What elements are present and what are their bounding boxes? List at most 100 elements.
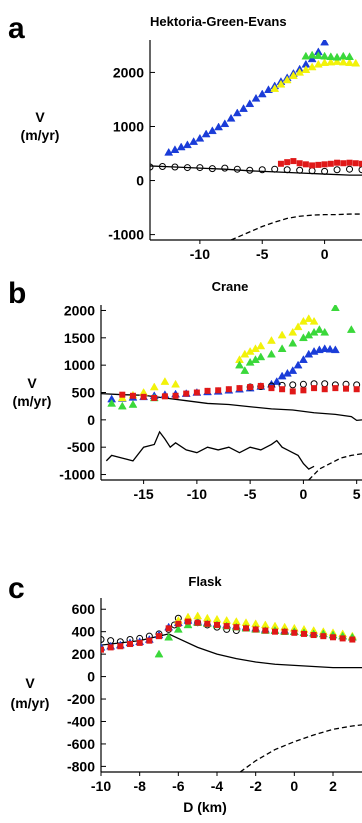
panel-b-ytick-label: 1500 [64,330,95,346]
panel-b-blue-point [298,355,308,363]
panel-b-red-point [268,385,275,392]
panel-b-red-point [225,386,232,393]
panel-b-yellow-point [149,382,159,391]
panel-c-red-point [136,639,143,646]
panel-b-red-point [129,392,136,399]
panel-b-green-point [277,344,287,352]
panel-a-black-point [150,163,154,171]
panel-b-green-point [240,366,250,374]
panel-b-blue-point [330,345,340,354]
panel-b-red-point [332,385,339,392]
panel-b-xtick-label: -10 [187,486,207,502]
panel-a-yellow-point [276,79,286,88]
panel-a-blue-point [164,147,174,156]
panel-a-blue-point [232,108,242,117]
panel-c-ylabel-v: V [25,675,35,691]
panel-a-yellow-point [351,58,361,67]
panel-b-red-point [247,384,254,391]
panel-b-plot-area [101,305,362,480]
panel-c-xtick-label: -4 [211,778,224,794]
panel-b-green-point [256,352,266,361]
panel-letter-b: b [8,277,26,310]
panel-b-red-point [161,393,168,400]
panel-a-xtick-label: -5 [256,246,269,262]
panel-a-red-point [359,160,362,167]
panel-b-green-point [117,401,127,410]
panel-b-ytick-label: 2000 [64,302,95,318]
panel-a-blue-point [264,85,273,93]
panel-a-blue-point [182,140,192,149]
panel-c-line-dashed-1 [239,724,362,772]
panel-a-black-point [358,166,362,174]
panel-c-ytick-label: 0 [87,669,95,685]
panel-a-black-point [208,165,216,173]
panel-b-plot: -1000 -500 0 500 1000 1500 2000 -15 -10 -5 0 5 [59,302,362,502]
panel-b-red-point [193,389,200,396]
panel-a-blue-point [214,122,224,131]
x-axis-label: D (km) [183,799,227,815]
panel-a-blue-point [195,133,205,142]
panel-a-ylabel-v: V [35,109,45,125]
panel-c-ytick-label: 400 [72,624,96,640]
panel-a-ytick-label: -1000 [108,227,144,243]
panel-a-yellow-point [288,71,298,79]
panel-a-red-point [284,159,291,166]
panel-c-ytick-label: 200 [72,646,96,662]
panel-b-xtick-label: 5 [353,486,361,502]
panel-b-red-point [279,386,286,393]
panel-a-ytick-label: 0 [136,173,144,189]
panel-b-line-dashed-2 [308,453,362,480]
panel-a-red-point [340,160,347,167]
panel-a-blue-point [226,113,236,122]
panel-a-green-point [326,52,336,61]
panel-a-yellow-point [332,57,342,65]
panel-a-black-point [271,165,279,173]
panel-a-red-point [309,162,316,169]
panel-a-xtick-label: 0 [321,246,329,262]
panel-a-blue-point [307,54,317,63]
panel-b-blue-point [320,344,330,352]
panel-c-green-point [164,632,174,641]
panel-a-blue-point [189,137,199,145]
panel-b-green-point [107,398,117,407]
panel-a-green-point [338,51,348,60]
panel-c-title: Flask [188,574,222,589]
panel-c-red-point [349,636,356,643]
panel-c-red-point [301,630,307,637]
panel-a-black-point [333,166,341,174]
panel-b-green-point [288,338,298,347]
panel-a-blue-point [220,119,230,128]
panel-a-black-point [246,166,254,174]
panel-a-black-point [321,167,329,175]
panel-b-red-point [321,386,328,393]
panel-b-black-point [321,380,329,388]
panel-b-xtick-label: -5 [244,486,257,502]
panel-b-ytick-label: 1000 [64,357,95,373]
panel-c-red-point [233,624,240,631]
panel-c-red-point [127,641,133,648]
panel-c-xtick-label: -2 [249,778,262,794]
panel-a-ytick-label: 1000 [113,118,144,134]
panel-a-yellow-point [307,62,317,71]
panel-b-yellow-point [277,330,287,339]
panel-b-green-point [314,325,324,333]
panel-b-xtick-label: -15 [133,486,153,502]
panel-a-yellow-point [270,84,280,92]
panel-b-yellow-point [293,322,303,331]
panel-c-green-point [154,649,164,658]
panel-a-red-point [346,159,353,166]
panel-a-line-solid-0 [150,165,362,176]
panel-b-blue-point [293,360,303,369]
panel-a-black-point [171,163,179,171]
panel-a-black-point [183,164,191,172]
panel-a-plot: -1000 0 1000 2000 -10 -5 0 [108,40,362,262]
panel-a-black-point [346,165,354,173]
panel-a-blue-point [251,93,261,102]
panel-b-blue-point [325,344,335,353]
panel-b-red-point [236,385,243,392]
panel-b-ylabel-units: (m/yr) [13,393,52,409]
panel-c-xtick-label: 2 [329,778,337,794]
panel-c-ylabel-units: (m/yr) [11,695,50,711]
panel-b-line-solid-0 [101,392,362,422]
